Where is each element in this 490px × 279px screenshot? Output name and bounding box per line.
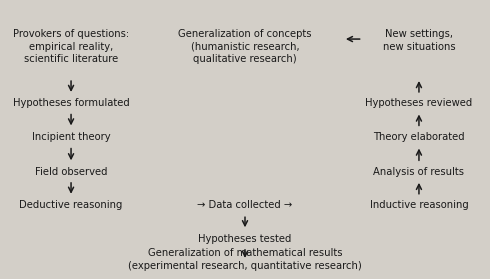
Text: Hypotheses reviewed: Hypotheses reviewed bbox=[366, 98, 472, 108]
Text: Generalization of mathematical results
(experimental research, quantitative rese: Generalization of mathematical results (… bbox=[128, 248, 362, 271]
Text: New settings,
new situations: New settings, new situations bbox=[383, 29, 455, 52]
Text: Analysis of results: Analysis of results bbox=[373, 167, 465, 177]
Text: Inductive reasoning: Inductive reasoning bbox=[369, 200, 468, 210]
Text: → Data collected →: → Data collected → bbox=[197, 200, 293, 210]
Text: Generalization of concepts
(humanistic research,
qualitative research): Generalization of concepts (humanistic r… bbox=[178, 29, 312, 64]
Text: Theory elaborated: Theory elaborated bbox=[373, 132, 465, 142]
Text: Incipient theory: Incipient theory bbox=[32, 132, 110, 142]
Text: Deductive reasoning: Deductive reasoning bbox=[20, 200, 122, 210]
Text: Provokers of questions:
empirical reality,
scientific literature: Provokers of questions: empirical realit… bbox=[13, 29, 129, 64]
Text: Hypotheses tested: Hypotheses tested bbox=[198, 234, 292, 244]
Text: Hypotheses formulated: Hypotheses formulated bbox=[13, 98, 129, 108]
Text: Field observed: Field observed bbox=[35, 167, 107, 177]
